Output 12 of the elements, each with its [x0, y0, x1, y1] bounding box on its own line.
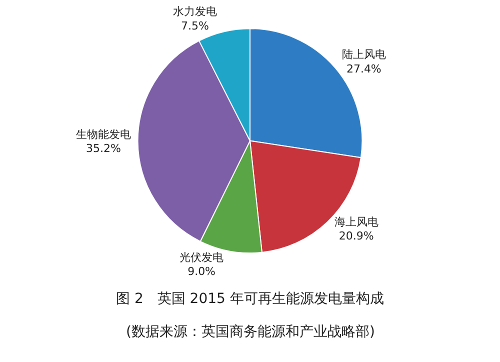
data-label: 27.4% [346, 62, 382, 76]
slice-label: 陆上风电 [342, 48, 386, 62]
slice-label: 光伏发电 [180, 250, 224, 264]
data-label: 7.5% [181, 19, 209, 32]
slice-label: 水力发电 [172, 5, 217, 18]
text: (数据来源：英国商务能源和产业战略部) [126, 324, 375, 340]
slice-label: 海上风电 [334, 215, 378, 228]
slice-label: 生物能发电 [76, 128, 131, 141]
data-label: 9.0% [188, 265, 216, 278]
data-label: 35.2% [86, 142, 121, 156]
text: 图 2 英国 2015 年可再生能源发电量构成 [116, 291, 384, 307]
data-label: 20.9% [338, 230, 374, 243]
